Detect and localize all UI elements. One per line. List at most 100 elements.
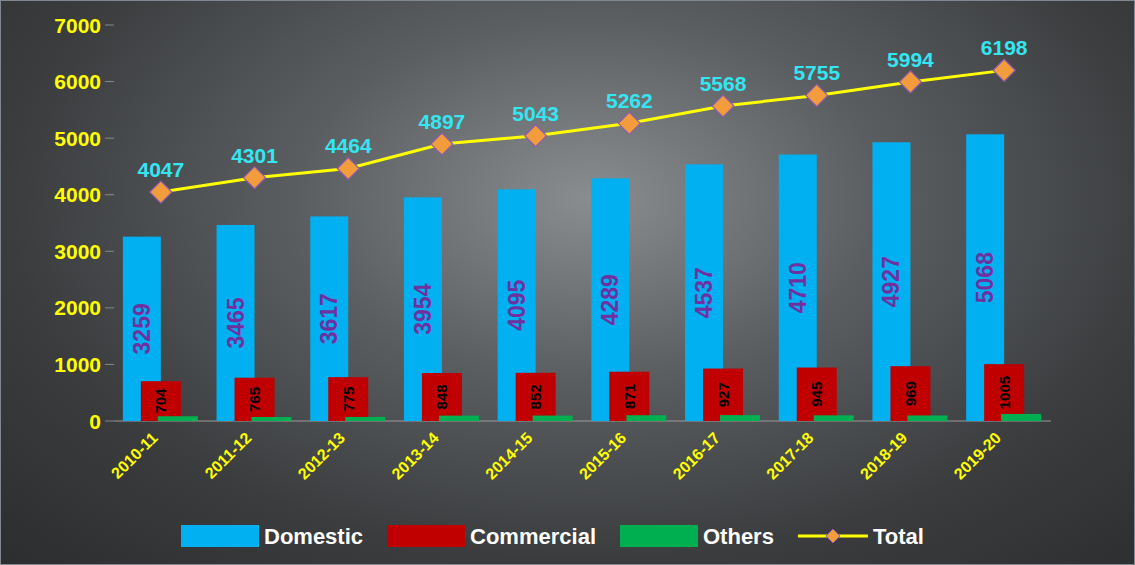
line-marker [806,84,828,106]
bar [984,364,1024,421]
data-label: 4464 [325,134,372,157]
data-label: 3617 [316,293,342,344]
line-marker [337,157,359,179]
bar [328,377,368,421]
bar [439,416,479,421]
data-label: 5755 [793,61,840,84]
data-label: 4537 [691,267,717,318]
line-marker [525,125,547,147]
data-label: 4289 [597,274,623,325]
y-tick-label: 1000 [54,353,101,376]
data-label: 3465 [223,297,249,348]
x-tick-label: 2011-12 [202,429,255,482]
y-tick [105,138,114,139]
bar [141,381,181,421]
data-label: 848 [433,384,450,409]
line-marker [431,133,453,155]
y-tick [105,81,114,82]
x-tick-label: 2012-13 [295,429,349,483]
data-label: 3954 [410,283,436,334]
data-label: 1005 [996,376,1013,409]
bar [626,415,666,421]
x-tick-label: 2019-20 [951,429,1005,483]
data-label: 4897 [419,110,466,133]
data-label: 871 [621,384,638,409]
legend-label: Others [703,524,774,549]
data-label: 5043 [512,102,559,125]
legend-label: Total [873,524,924,549]
data-label: 775 [340,387,357,412]
line-marker [712,95,734,117]
line-marker [993,59,1015,81]
legend-swatch [387,525,465,547]
bar [422,373,462,421]
legend: Domestic Commercial Others Total [181,524,924,549]
bar [720,415,760,421]
bar [235,378,275,421]
x-tick-label: 2013-14 [388,429,442,483]
data-label: 852 [527,384,544,409]
chart-background: 0 1000 2000 3000 4000 5000 6000 7000 2010-11 2011… [0,0,1135,565]
bar [533,416,573,421]
legend-label: Commercial [470,524,596,549]
y-tick [105,421,114,422]
data-label: 3259 [129,303,155,354]
data-label: 5994 [887,48,934,71]
x-tick-label: 2016-17 [670,429,724,483]
y-tick [105,251,114,252]
bar [609,372,649,421]
y-tick-label: 0 [89,410,101,433]
data-label: 5262 [606,89,653,112]
bar [703,369,743,421]
y-tick [105,25,114,26]
legend-label: Domestic [264,524,363,549]
x-tick-label: 2010-11 [108,429,161,482]
plot-marks [123,59,1041,421]
data-label: 4710 [785,262,811,313]
data-label: 765 [246,387,263,412]
line-marker [150,181,172,203]
data-labels: 3259 3465 3617 3954 4095 4289 4537 4710 4927 5068… [129,36,1028,413]
y-tick [105,364,114,365]
data-label: 4095 [504,279,530,330]
x-tick-label: 2018-19 [857,429,911,483]
bar [516,373,556,421]
line-marker [244,167,266,189]
data-label: 4301 [231,144,278,167]
data-label: 704 [152,388,169,414]
line-marker [618,112,640,134]
bar [814,415,854,421]
legend-swatch [620,525,698,547]
x-tick-label: 2017-18 [763,429,817,483]
x-tick-label: 2015-16 [576,429,630,483]
y-tick-label: 6000 [54,70,101,93]
bar [252,417,292,421]
data-label: 945 [808,382,825,407]
data-label: 927 [715,382,732,407]
bar [158,416,198,421]
data-label: 6198 [981,36,1028,59]
line-marker [899,71,921,93]
y-tick-label: 7000 [54,14,101,37]
legend-swatch [181,525,259,547]
bar [345,417,385,421]
y-tick-label: 5000 [54,127,101,150]
bar [907,415,947,421]
data-label: 5068 [972,252,998,303]
data-label: 4047 [137,158,184,181]
y-tick-label: 3000 [54,240,101,263]
bar [797,368,837,421]
line [161,70,1004,192]
x-tick-label: 2014-15 [482,429,536,483]
bar [1001,414,1041,421]
legend-marker [826,529,840,543]
chart: 0 1000 2000 3000 4000 5000 6000 7000 2010-11 2011… [1,1,1134,564]
y-tick [105,307,114,308]
data-label: 5568 [700,72,747,95]
data-label: 4927 [878,256,904,307]
bar [890,366,930,421]
data-label: 969 [902,381,919,406]
y-tick [105,194,114,195]
y-tick-label: 2000 [54,296,101,319]
y-tick-label: 4000 [54,183,101,206]
